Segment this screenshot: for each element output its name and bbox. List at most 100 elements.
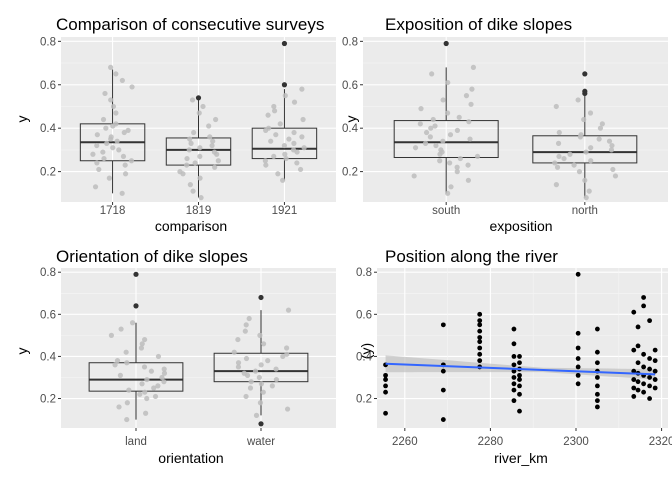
chart-3-jitter-point xyxy=(118,326,124,332)
chart-3-jitter-point xyxy=(248,379,254,385)
chart-4-point xyxy=(641,303,647,309)
chart-2-jitter-point xyxy=(553,103,559,110)
chart-1-jitter-point xyxy=(94,132,100,138)
chart-2-jitter-point xyxy=(553,182,559,188)
chart-2-outlier xyxy=(443,40,449,47)
chart-2-jitter-point xyxy=(447,132,454,138)
chart-2-jitter-point xyxy=(552,160,558,166)
chart-1-jitter-point xyxy=(280,177,286,183)
chart-4-point xyxy=(635,379,641,385)
chart-4-point xyxy=(647,318,652,324)
chart-4-panel xyxy=(377,268,668,428)
chart-2-jitter-point xyxy=(582,177,588,183)
chart-2-jitter-point xyxy=(586,188,592,194)
chart-4-point xyxy=(641,364,647,370)
chart-1-jitter-point xyxy=(108,97,114,103)
chart-4-point xyxy=(440,322,446,328)
chart-1-jitter-point xyxy=(215,158,221,164)
chart-3-jitter-point xyxy=(117,372,123,378)
chart-4-point xyxy=(575,271,581,277)
chart-2-box-south xyxy=(393,40,499,194)
chart-1-jitter-point xyxy=(116,147,122,153)
chart-2-outlier xyxy=(582,71,588,77)
chart-2-jitter-point xyxy=(433,142,439,149)
chart-1-jitter-point xyxy=(277,121,283,127)
chart-1-jitter-point xyxy=(100,149,106,155)
chart-1-jitter-point xyxy=(191,129,197,136)
chart-1-jitter-point xyxy=(128,158,135,164)
chart-4-ytick-label: 0.8 xyxy=(356,267,372,279)
chart-4-point xyxy=(511,381,517,387)
chart-3-ytick-label: 0.8 xyxy=(40,267,56,279)
chart-4-point xyxy=(594,349,600,355)
chart-2-jitter-point xyxy=(429,71,435,77)
chart-2-jitter-point xyxy=(467,136,473,142)
chart-4-point xyxy=(383,410,388,416)
chart-3-outlier xyxy=(133,303,139,309)
chart-1-jitter-point xyxy=(106,175,112,181)
chart-4-point xyxy=(477,328,483,334)
chart-4-point xyxy=(477,339,483,345)
chart-1-jitter-point xyxy=(291,129,297,136)
chart-3-jitter-point xyxy=(161,379,167,385)
chart-4-point xyxy=(383,383,388,389)
chart-1-jitter-point xyxy=(291,140,297,146)
chart-3-jitter-point xyxy=(124,416,130,423)
chart-2-jitter-point xyxy=(474,153,481,160)
chart-1-jitter-point xyxy=(192,160,198,166)
chart-2-panel xyxy=(363,37,668,202)
chart-1-ytick-label: 0.8 xyxy=(40,36,56,48)
chart-4-point xyxy=(511,354,517,359)
chart-4-point xyxy=(575,356,581,361)
chart-1-xtick-label: 1718 xyxy=(100,205,126,217)
chart-3-ylabel: y xyxy=(14,348,30,355)
chart-3-jitter-point xyxy=(246,315,252,322)
chart-2-jitter-point xyxy=(440,97,446,103)
chart-1-jitter-point xyxy=(197,175,203,181)
chart-4-point xyxy=(641,351,647,357)
chart-3-jitter-point xyxy=(273,376,280,383)
chart-1-jitter-point xyxy=(108,134,114,140)
chart-1-jitter-point xyxy=(283,155,289,162)
chart-4-point xyxy=(517,354,522,359)
chart-2-jitter-point xyxy=(423,129,430,136)
chart-1-jitter-point xyxy=(177,169,183,175)
chart-4-point xyxy=(511,387,517,393)
chart-3-jitter-point xyxy=(151,385,157,391)
chart-3-jitter-point xyxy=(257,332,263,338)
chart-4-point xyxy=(631,385,637,391)
chart-1-jitter-point xyxy=(189,97,196,103)
chart-3-jitter-point xyxy=(142,389,148,395)
chart-1-jitter-point xyxy=(281,142,287,149)
chart-1-jitter-point xyxy=(121,129,127,136)
chart-3-ytick-label: 0.6 xyxy=(40,309,56,321)
chart-2-jitter-point xyxy=(583,195,589,201)
chart-4-point xyxy=(647,396,652,401)
chart-1-jitter-point xyxy=(187,136,193,142)
chart-1-jitter-point xyxy=(265,112,271,118)
chart-3-jitter-point xyxy=(280,353,286,360)
chart-2-jitter-point xyxy=(445,190,451,196)
chart-4-xtick-label: 2260 xyxy=(392,436,418,448)
chart-1-jitter-point xyxy=(197,145,203,151)
chart-3-jitter-point xyxy=(257,400,264,406)
chart-4-point xyxy=(641,381,647,387)
chart-3-jitter-point xyxy=(112,362,118,368)
chart-1-jitter-point xyxy=(271,108,278,114)
chart-2-jitter-point xyxy=(596,136,602,142)
chart-2-jitter-point xyxy=(556,129,562,136)
chart-2-jitter-point xyxy=(422,140,429,146)
chart-4-point xyxy=(477,351,483,357)
chart-1-jitter-point xyxy=(110,145,116,151)
chart-2-ytick-label: 0.2 xyxy=(342,167,358,179)
chart-3-jitter-point xyxy=(258,381,265,387)
chart-3-box-land xyxy=(88,271,184,420)
chart-1-jitter-point xyxy=(113,121,119,127)
chart-4-point xyxy=(477,345,483,351)
chart-1-jitter-point xyxy=(300,116,306,123)
chart-3-outlier xyxy=(133,271,139,277)
chart-2-jitter-point xyxy=(432,123,438,129)
chart-1-jitter-point xyxy=(102,90,108,97)
chart-4-ytick-label: 0.6 xyxy=(356,309,372,321)
chart-1-jitter-point xyxy=(291,99,298,105)
